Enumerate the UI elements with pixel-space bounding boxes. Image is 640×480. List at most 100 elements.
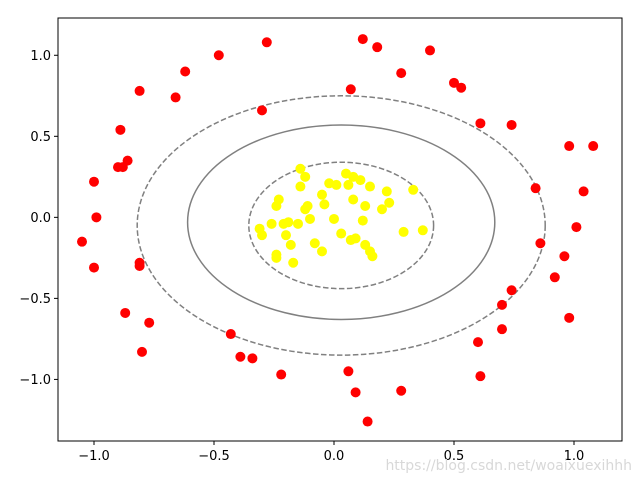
scatter-point-0-15: [89, 262, 99, 273]
watermark: https://blog.csdn.net/woaixuexihhh: [385, 458, 632, 474]
scatter-point-1-16: [300, 204, 311, 215]
scatter-point-0-14: [134, 260, 145, 271]
contour-dashed-0: [248, 161, 435, 290]
scatter-point-0-37: [535, 238, 546, 249]
scatter-point-0-23: [357, 34, 368, 45]
scatter-point-1-43: [288, 257, 299, 268]
scatter-point-1-45: [417, 225, 428, 236]
scatter-point-0-3: [134, 85, 145, 96]
y-tick-label: 1.0: [30, 49, 51, 64]
scatter-point-1-11: [408, 184, 419, 195]
scatter-point-0-30: [475, 118, 486, 129]
scatter-point-0-31: [506, 119, 517, 130]
contour-dashed-2: [136, 95, 546, 356]
scatter-point-1-7: [343, 179, 354, 190]
scatter-point-0-39: [549, 272, 560, 283]
scatter-point-1-2: [295, 181, 306, 192]
scatter-points: [77, 34, 599, 427]
scatter-point-0-44: [473, 337, 483, 348]
scatter-point-1-27: [283, 217, 294, 228]
scatter-point-1-10: [381, 186, 392, 197]
decision-contours: [136, 95, 546, 356]
scatter-point-1-35: [309, 238, 320, 249]
scatter-point-0-24: [372, 42, 383, 53]
scatter-point-0-38: [559, 251, 570, 262]
scatter-point-0-42: [564, 312, 575, 323]
scatter-point-0-25: [396, 68, 407, 79]
scatter-point-1-39: [367, 251, 378, 262]
scatter-point-1-25: [266, 218, 277, 229]
scatter-point-1-34: [350, 233, 361, 244]
scatter-point-1-42: [271, 252, 282, 263]
scatter-point-1-32: [336, 228, 347, 239]
scatter-point-0-34: [530, 183, 541, 194]
scatter-point-0-10: [89, 176, 99, 187]
scatter-point-1-12: [317, 189, 327, 200]
scatter-point-1-44: [398, 226, 409, 237]
scatter-point-1-19: [360, 201, 371, 211]
y-tick-label: −0.5: [19, 292, 51, 307]
scatter-point-1-30: [257, 230, 267, 241]
scatter-point-0-19: [225, 329, 236, 340]
scatter-point-0-32: [564, 141, 575, 152]
scatter-point-0-20: [235, 351, 246, 362]
scatter-point-1-0: [295, 163, 306, 174]
scatter-point-0-33: [588, 141, 599, 152]
scatter-point-1-18: [319, 199, 330, 210]
scatter-point-0-6: [115, 124, 126, 135]
scatter-point-0-45: [475, 371, 486, 382]
scatter-point-0-5: [257, 105, 267, 116]
scatter-point-0-27: [345, 84, 356, 95]
scatter-point-0-43: [497, 324, 507, 335]
x-tick-label: 0.5: [444, 449, 465, 464]
scatter-point-0-36: [571, 222, 582, 233]
scatter-point-0-28: [449, 77, 459, 88]
scatter-point-1-17: [348, 194, 359, 205]
x-tick-label: −1.0: [78, 449, 110, 464]
scatter-point-0-1: [213, 50, 224, 61]
scatter-point-0-12: [77, 236, 87, 247]
scatter-point-1-21: [377, 204, 387, 215]
x-tick-label: 1.0: [564, 449, 585, 464]
x-tick-label: −0.5: [198, 449, 230, 464]
scatter-point-0-9: [113, 162, 123, 173]
scatter-point-1-20: [384, 197, 395, 208]
scatter-point-0-11: [91, 212, 102, 223]
scatter-point-0-4: [170, 92, 181, 103]
scatter-point-0-40: [506, 285, 517, 296]
scatter-point-0-46: [343, 366, 354, 377]
contour-solid-1: [186, 124, 496, 321]
scatter-point-0-17: [144, 317, 155, 328]
scatter-point-0-16: [120, 307, 131, 318]
scatter-point-1-37: [285, 239, 296, 250]
scatter-point-1-1: [300, 171, 311, 182]
scatter-point-1-6: [365, 181, 375, 192]
scatter-point-0-48: [396, 385, 407, 396]
scatter-point-0-29: [456, 82, 467, 93]
scatter-point-1-40: [317, 246, 327, 257]
y-tick-label: 0.5: [30, 130, 51, 145]
scatter-point-1-22: [305, 213, 315, 224]
x-tick-label: 0.0: [324, 449, 345, 464]
scatter-point-0-2: [180, 66, 191, 77]
scatter-point-0-0: [261, 37, 272, 48]
plot-frame: [57, 17, 623, 442]
scatter-point-0-26: [425, 45, 435, 56]
x-axis: −1.0 −0.5 0.0 0.5 1.0: [78, 441, 584, 464]
scatter-point-1-28: [293, 218, 303, 229]
scatter-point-1-9: [331, 179, 342, 190]
y-tick-label: 0.0: [30, 211, 51, 226]
scatter-point-0-18: [137, 346, 147, 357]
scatter-point-1-23: [329, 213, 339, 224]
scatter-point-0-21: [247, 353, 258, 364]
scatter-point-0-41: [497, 299, 507, 310]
scatter-point-0-22: [276, 369, 287, 380]
scatter-point-0-49: [362, 416, 373, 427]
scatter-point-1-14: [271, 201, 282, 211]
y-axis: 1.0 0.5 0.0 −0.5 −1.0: [19, 49, 58, 388]
scatter-point-1-31: [281, 230, 291, 241]
scatter-point-0-35: [578, 186, 589, 197]
scatter-point-1-5: [355, 175, 366, 186]
y-tick-label: −1.0: [19, 373, 51, 388]
